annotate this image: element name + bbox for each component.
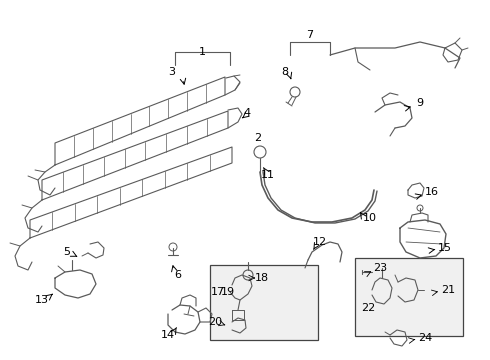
FancyBboxPatch shape bbox=[355, 258, 463, 336]
Text: 6: 6 bbox=[174, 270, 181, 280]
Text: 1: 1 bbox=[198, 47, 205, 57]
Text: 11: 11 bbox=[261, 170, 275, 180]
Text: 20: 20 bbox=[208, 317, 222, 327]
Text: 17: 17 bbox=[211, 287, 225, 297]
Text: 22: 22 bbox=[361, 303, 375, 313]
Text: 12: 12 bbox=[313, 237, 327, 247]
Text: 9: 9 bbox=[416, 98, 423, 108]
Text: 2: 2 bbox=[254, 133, 262, 143]
Text: 10: 10 bbox=[363, 213, 377, 223]
Text: 19: 19 bbox=[221, 287, 235, 297]
Text: 15: 15 bbox=[438, 243, 452, 253]
Text: 24: 24 bbox=[418, 333, 432, 343]
Text: 23: 23 bbox=[373, 263, 387, 273]
FancyBboxPatch shape bbox=[210, 265, 318, 340]
Text: 16: 16 bbox=[425, 187, 439, 197]
Text: 5: 5 bbox=[64, 247, 71, 257]
Text: 18: 18 bbox=[255, 273, 269, 283]
Text: 3: 3 bbox=[169, 67, 175, 77]
Text: 4: 4 bbox=[244, 108, 250, 118]
Text: 14: 14 bbox=[161, 330, 175, 340]
Text: 13: 13 bbox=[35, 295, 49, 305]
Text: 21: 21 bbox=[441, 285, 455, 295]
Text: 7: 7 bbox=[306, 30, 314, 40]
Text: 8: 8 bbox=[281, 67, 289, 77]
